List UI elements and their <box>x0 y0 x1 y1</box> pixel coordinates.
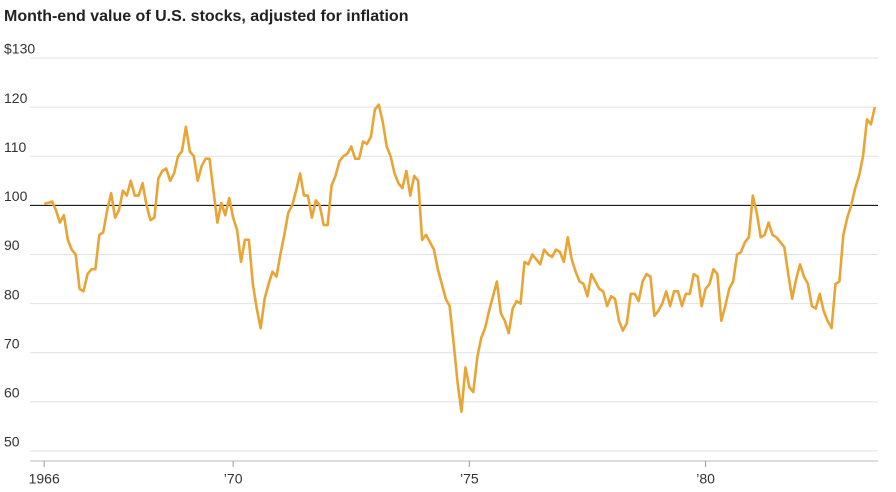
x-tick-label: ’80 <box>696 471 715 487</box>
y-tick-label: 100 <box>4 188 28 204</box>
x-tick-label: 1966 <box>29 471 60 487</box>
y-tick-label: 120 <box>4 90 28 106</box>
y-tick-label: 60 <box>4 385 20 401</box>
y-tick-label: $130 <box>4 41 35 57</box>
x-tick-label: ’75 <box>460 471 479 487</box>
y-tick-label: 90 <box>4 237 20 253</box>
y-tick-label: 50 <box>4 434 20 450</box>
x-tick-label: ’70 <box>224 471 243 487</box>
y-tick-label: 70 <box>4 335 20 351</box>
y-tick-label: 110 <box>4 139 27 155</box>
y-tick-label: 80 <box>4 286 20 302</box>
data-line <box>43 103 877 413</box>
chart-title: Month-end value of U.S. stocks, adjusted… <box>4 8 408 25</box>
